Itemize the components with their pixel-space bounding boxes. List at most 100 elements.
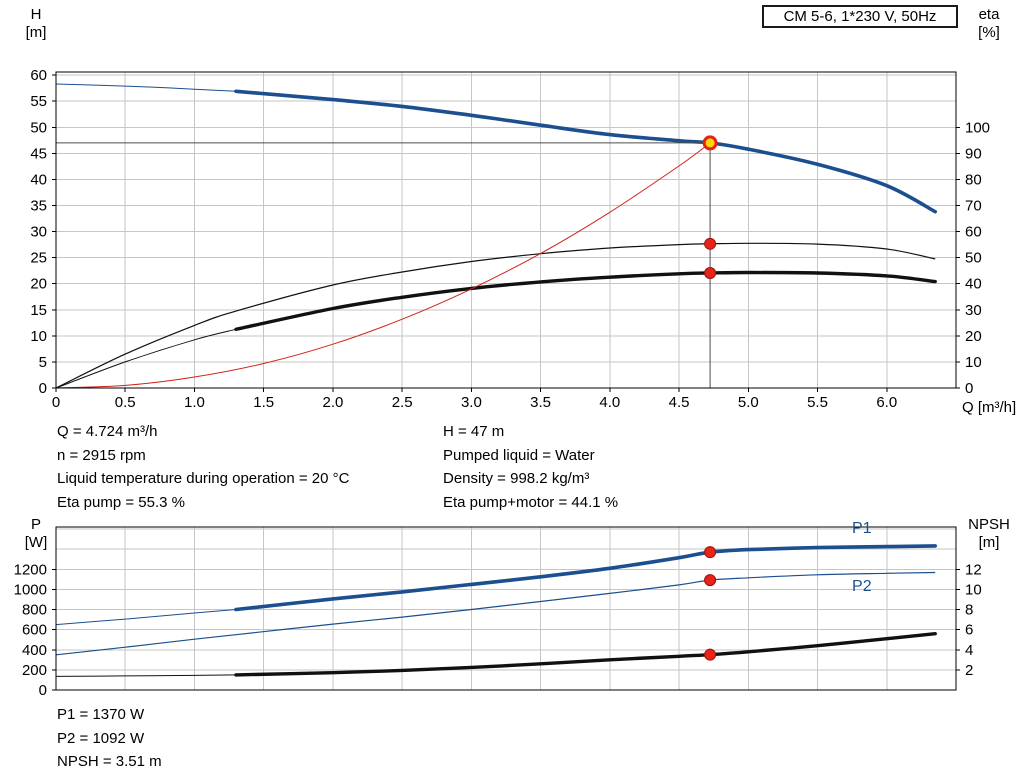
axis-title-p-unit: [W] xyxy=(24,534,48,551)
x-tick-label: 4.0 xyxy=(599,394,620,411)
y-left-tick-label: 45 xyxy=(30,145,47,162)
x-tick-label: 5.0 xyxy=(738,394,759,411)
npsh-axis-title: NPSH [m] xyxy=(958,516,1020,552)
p1-curve-thin xyxy=(55,609,237,626)
y-left-tick-label: 50 xyxy=(30,119,47,136)
system-curve xyxy=(55,142,711,389)
eta-pump-dot xyxy=(704,237,717,250)
p2-curve xyxy=(55,571,936,656)
y-left-tick-label: 25 xyxy=(30,250,47,267)
x-tick-label: 0 xyxy=(52,394,60,411)
y-left-tick-label: 40 xyxy=(30,171,47,188)
info-line-temperature: Liquid temperature during operation = 20… xyxy=(57,470,350,487)
axis-title-h-unit: [m] xyxy=(25,24,47,41)
info-line-h: H = 47 m xyxy=(443,423,505,440)
y-left-tick-label: 60 xyxy=(30,67,47,84)
y-left-tick-label: 0 xyxy=(39,380,47,397)
y-left-tick-label: 15 xyxy=(30,302,47,319)
x-tick-label: 2.0 xyxy=(322,394,343,411)
duty-info-left: Q = 4.724 m³/h n = 2915 rpm Liquid tempe… xyxy=(57,420,437,514)
x-axis-title: Q [m³/h] xyxy=(962,399,1017,416)
power-info: P1 = 1370 W P2 = 1092 W NPSH = 3.51 m xyxy=(57,703,437,774)
y-left-tick-label: 20 xyxy=(30,276,47,293)
x-tick-label: 0.5 xyxy=(115,394,136,411)
info-line-p2: P2 = 1092 W xyxy=(57,729,145,747)
y-left-tick-label: 1000 xyxy=(14,581,47,598)
y-right-tick-label: 10 xyxy=(965,354,982,371)
y-left-tick-label: 35 xyxy=(30,197,47,214)
info-line-density: Density = 998.2 kg/m³ xyxy=(443,470,590,487)
y-left-tick-label: 0 xyxy=(39,682,47,699)
y-right-tick-label: 80 xyxy=(965,171,982,188)
y-right-tick-label: 12 xyxy=(965,561,982,578)
x-tick-label: 1.5 xyxy=(253,394,274,411)
npsh-curve xyxy=(234,632,937,677)
y-right-tick-label: 100 xyxy=(965,119,990,136)
x-tick-label: 2.5 xyxy=(392,394,413,411)
y-right-tick-label: 20 xyxy=(965,328,982,345)
y-right-tick-label: 70 xyxy=(965,197,982,214)
x-tick-label: 1.0 xyxy=(184,394,205,411)
info-line-liquid: Pumped liquid = Water xyxy=(443,446,595,464)
duty-point[interactable] xyxy=(702,135,718,151)
head-efficiency-chart: 0 0.5 1.0 1.5 2.0 2.5 3.0 3.5 4.0 4.5 5.0 5.5 6.0 0 5 1… xyxy=(30,67,990,411)
head-curve xyxy=(234,89,937,214)
y-right-tick-label: 4 xyxy=(965,642,973,659)
head-efficiency-grid xyxy=(56,72,956,388)
eta-pump-curve xyxy=(55,242,936,389)
x-tick-label: 3.5 xyxy=(530,394,551,411)
power-npsh-border xyxy=(55,526,957,691)
y-right-tick-label: 6 xyxy=(965,622,973,639)
y-right-tick-label: 50 xyxy=(965,250,982,267)
p2-dot xyxy=(704,574,717,587)
y-right-tick-label: 8 xyxy=(965,602,973,619)
info-line-npsh: NPSH = 3.51 m xyxy=(57,753,162,770)
right-axis-title: eta [%] xyxy=(966,6,1012,42)
info-line-eta-pump-motor: Eta pump+motor = 44.1 % xyxy=(443,493,619,511)
y-right-tick-label: 60 xyxy=(965,224,982,241)
y-left-tick-label: 400 xyxy=(22,642,47,659)
power-npsh-chart: 0 200 400 600 800 1000 1200 2 4 6 8 10 12 P1 P2 xyxy=(14,520,982,699)
eta-pump-motor-curve-thin xyxy=(55,328,237,389)
info-line-eta-pump: Eta pump = 55.3 % xyxy=(57,493,185,511)
x-tick-label: 6.0 xyxy=(876,394,897,411)
eta-pump-motor-dot xyxy=(704,267,717,280)
power-axis-title: P [W] xyxy=(14,516,58,552)
y-right-tick-label: 2 xyxy=(965,662,973,679)
left-axis-title: H [m] xyxy=(14,6,58,42)
info-line-speed: n = 2915 rpm xyxy=(57,446,146,464)
info-line-p1: P1 = 1370 W xyxy=(57,706,145,723)
axis-title-npsh-unit: [m] xyxy=(978,534,1000,551)
p1-dot xyxy=(704,546,717,559)
y-left-tick-label: 5 xyxy=(39,354,47,371)
y-left-tick-label: 800 xyxy=(22,602,47,619)
info-line-q: Q = 4.724 m³/h xyxy=(57,423,158,440)
y-right-tick-label: 30 xyxy=(965,302,982,319)
head-efficiency-border xyxy=(55,71,957,389)
axis-title-npsh: NPSH xyxy=(968,516,1010,533)
y-right-tick-label: 10 xyxy=(965,581,982,598)
x-tick-label: 3.0 xyxy=(461,394,482,411)
series-label-p1: P1 xyxy=(852,520,872,537)
duty-info-right: H = 47 m Pumped liquid = Water Density =… xyxy=(443,420,823,514)
y-right-tick-label: 90 xyxy=(965,145,982,162)
series-label-p2: P2 xyxy=(852,578,872,595)
y-right-tick-label: 40 xyxy=(965,276,982,293)
y-right-tick-label: 0 xyxy=(965,380,973,397)
x-tick-label: 4.5 xyxy=(669,394,690,411)
axis-title-eta-unit: [%] xyxy=(978,24,1000,41)
pump-model-label: CM 5-6, 1*230 V, 50Hz xyxy=(762,5,958,28)
head-curve-thin xyxy=(55,83,237,92)
y-left-tick-label: 55 xyxy=(30,93,47,110)
y-left-tick-label: 200 xyxy=(22,662,47,679)
eta-pump-motor-curve xyxy=(234,270,937,331)
npsh-dot xyxy=(704,648,717,661)
axis-title-p: P xyxy=(30,516,41,533)
x-tick-label: 5.5 xyxy=(807,394,828,411)
y-left-tick-label: 600 xyxy=(22,622,47,639)
axis-title-h: H xyxy=(30,6,42,23)
p1-curve xyxy=(234,544,937,612)
axis-title-eta: eta xyxy=(978,6,1000,23)
